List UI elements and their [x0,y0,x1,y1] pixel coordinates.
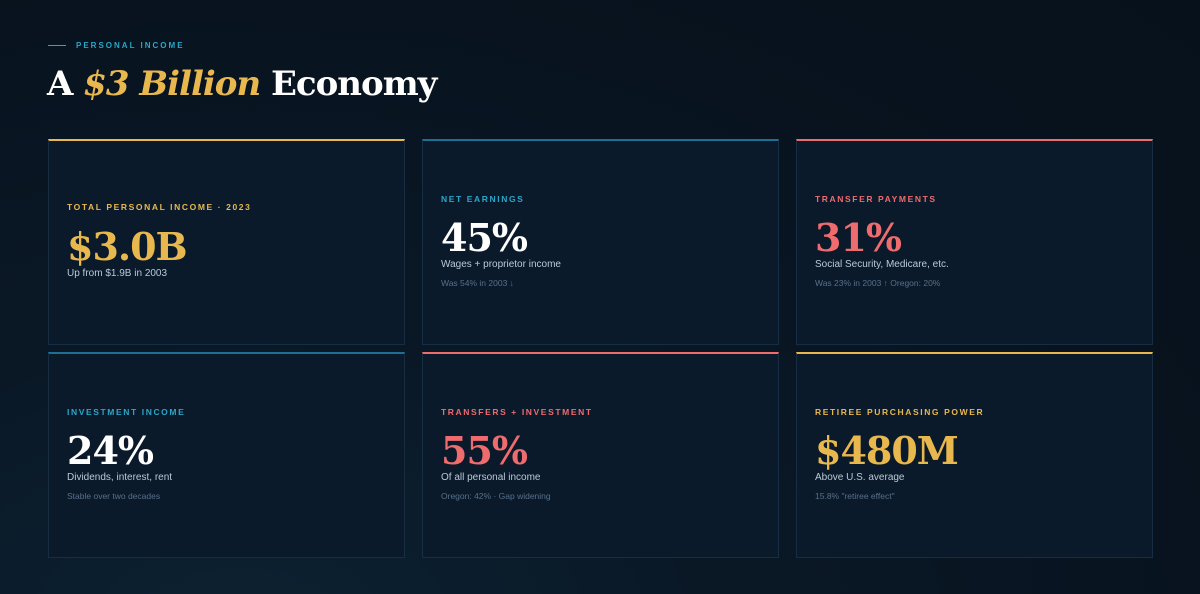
stat-value: 45% [441,215,528,260]
stat-value: 24% [67,428,154,473]
stat-note: Stable over two decades [67,491,161,501]
eyebrow-text: PERSONAL INCOME [76,41,185,50]
stat-description: Above U.S. average [815,472,905,483]
stat-card-total-personal-income: TOTAL PERSONAL INCOME · 2023 $3.0B Up fr… [48,139,405,345]
stat-note: 15.8% "retiree effect" [815,491,895,501]
eyebrow-line [48,45,66,46]
title-prefix: A [47,64,84,104]
stat-note: Oregon: 42% · Gap widening [441,491,551,501]
stat-label: NET EARNINGS [441,194,525,204]
stat-label: INVESTMENT INCOME [67,407,186,417]
stat-description: Social Security, Medicare, etc. [815,259,949,270]
stat-label: TOTAL PERSONAL INCOME · 2023 [67,202,252,212]
section-eyebrow: PERSONAL INCOME [48,41,185,50]
stat-value: 31% [815,215,902,260]
stat-description: Of all personal income [441,472,541,483]
stat-value: $480M [815,428,959,473]
stat-description: Dividends, interest, rent [67,472,173,483]
stat-description: Up from $1.9B in 2003 [67,268,168,279]
stat-card-net-earnings: NET EARNINGS 45% Wages + proprietor inco… [422,139,779,345]
stat-note: Was 54% in 2003 ↓ [441,278,514,288]
stat-card-retiree-purchasing-power: RETIREE PURCHASING POWER $480M Above U.S… [796,352,1153,558]
stat-label: RETIREE PURCHASING POWER [815,407,985,417]
stat-card-transfers-investment: TRANSFERS + INVESTMENT 55% Of all person… [422,352,779,558]
stat-value: 55% [441,428,528,473]
title-highlight: $3 Billion [83,64,261,104]
stat-label: TRANSFERS + INVESTMENT [441,407,593,417]
title-suffix: Economy [260,64,437,104]
stat-note: Was 23% in 2003 ↑ Oregon: 20% [815,278,941,288]
stat-description: Wages + proprietor income [441,259,561,270]
stat-card-transfer-payments: TRANSFER PAYMENTS 31% Social Security, M… [796,139,1153,345]
page-title: A $3 Billion Economy [47,64,437,104]
stats-grid: TOTAL PERSONAL INCOME · 2023 $3.0B Up fr… [48,139,1153,558]
stat-card-investment-income: INVESTMENT INCOME 24% Dividends, interes… [48,352,405,558]
stat-value: $3.0B [67,224,188,269]
stat-label: TRANSFER PAYMENTS [815,194,937,204]
